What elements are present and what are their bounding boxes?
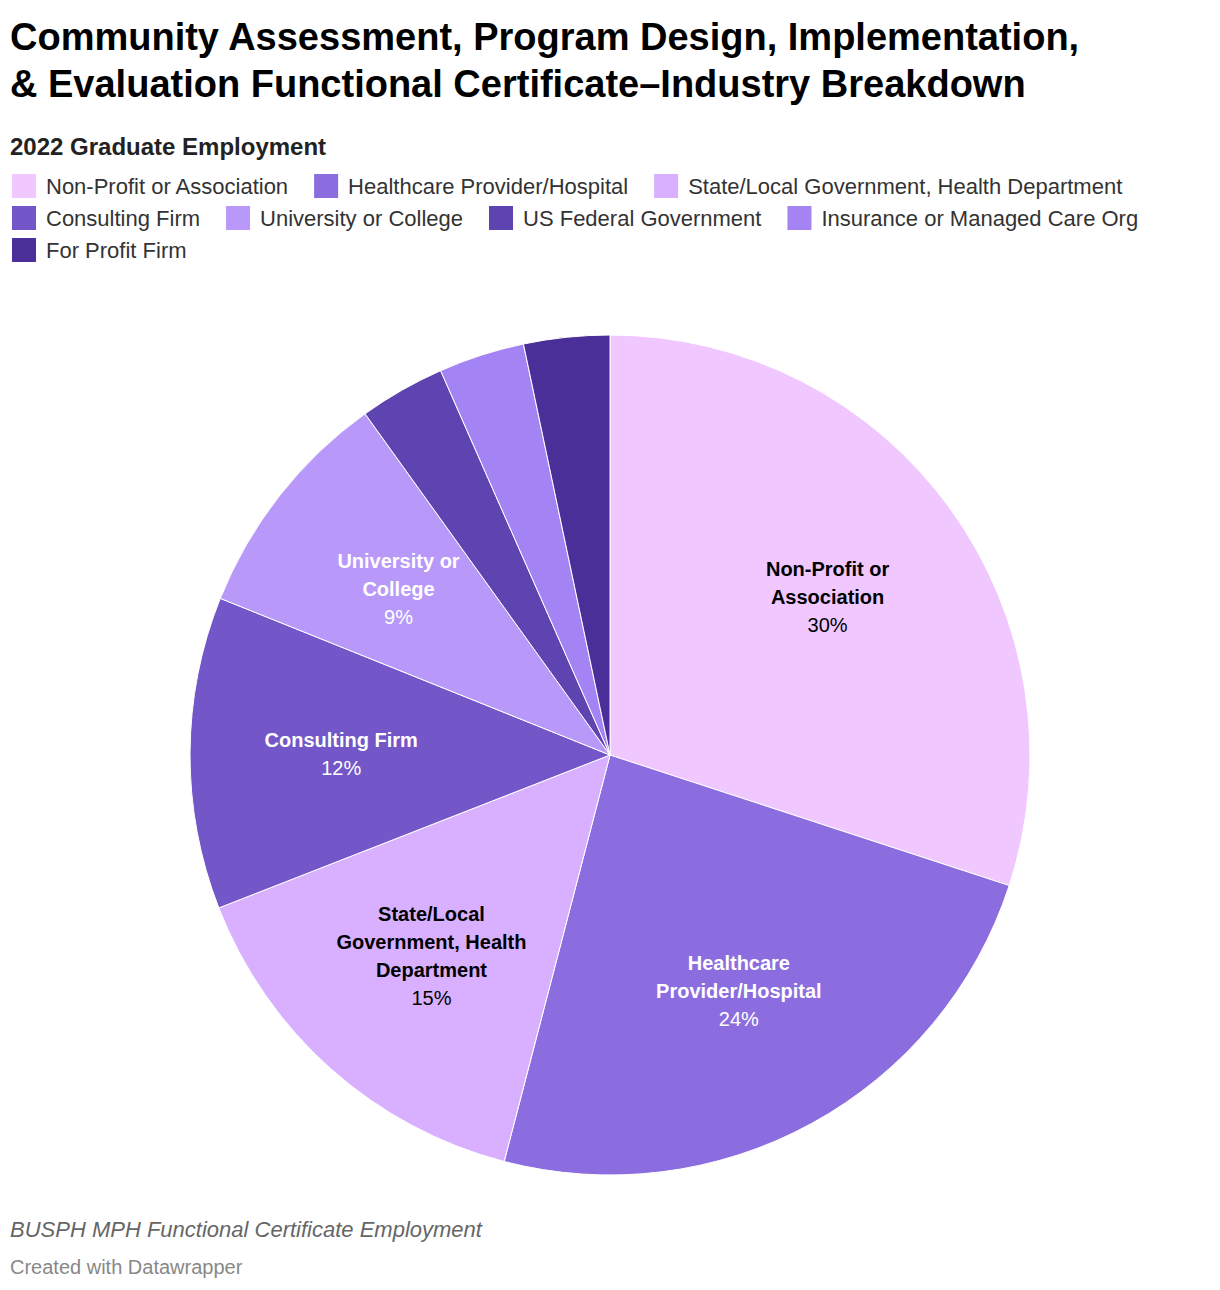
legend-swatch xyxy=(12,174,36,198)
legend-label: US Federal Government xyxy=(523,206,761,231)
title: Community Assessment, Program Design, Im… xyxy=(10,16,1079,58)
slice-label: University or College xyxy=(337,550,459,600)
slice-label-line: Healthcare xyxy=(688,952,790,974)
slice-value-label: 12% xyxy=(321,757,361,779)
legend-swatch xyxy=(314,174,338,198)
slice-label-line: Association xyxy=(771,586,884,608)
legend-item: For Profit Firm xyxy=(12,238,187,263)
slice-value-label: 30% xyxy=(808,614,848,636)
legend-swatch xyxy=(12,206,36,230)
slice-label-line: Non-Profit or xyxy=(766,558,890,580)
slice-label: Consulting Firm xyxy=(265,729,418,751)
subtitle: 2022 Graduate Employment xyxy=(10,133,326,160)
slice-label-line: Government, Health xyxy=(336,931,526,953)
legend-item: University or College xyxy=(226,206,463,231)
legend: Non-Profit or Association Healthcare Prov… xyxy=(12,174,1138,263)
legend-label: Consulting Firm xyxy=(46,206,200,231)
slice-label-line: College xyxy=(362,578,434,600)
legend-label: Healthcare Provider/Hospital xyxy=(348,174,628,199)
legend-item: US Federal Government xyxy=(489,206,761,231)
legend-item: Consulting Firm xyxy=(12,206,200,231)
legend-item: Insurance or Managed Care Org xyxy=(787,206,1138,231)
legend-item: Healthcare Provider/Hospital xyxy=(314,174,628,199)
legend-label: For Profit Firm xyxy=(46,238,187,263)
slice-label: Healthcare Provider/Hospital xyxy=(656,952,822,1002)
legend-swatch xyxy=(787,206,811,230)
legend-swatch xyxy=(654,174,678,198)
legend-swatch xyxy=(226,206,250,230)
slice-label-line: State/Local xyxy=(378,903,485,925)
slice-value-label: 9% xyxy=(384,606,413,628)
legend-label: State/Local Government, Health Departmen… xyxy=(688,174,1122,199)
legend-label: Insurance or Managed Care Org xyxy=(821,206,1138,231)
legend-label: University or College xyxy=(260,206,463,231)
slice-value-label: 15% xyxy=(411,987,451,1009)
source: BUSPH MPH Functional Certificate Employm… xyxy=(10,1217,483,1242)
slice-label: State/Local Government, Health Department xyxy=(336,903,526,981)
slice-label: Non-Profit or Association xyxy=(766,558,890,608)
legend-label: Non-Profit or Association xyxy=(46,174,288,199)
slice-label-line: Department xyxy=(376,959,487,981)
slice-value-label: 24% xyxy=(719,1008,759,1030)
slice-label-line: Consulting Firm xyxy=(265,729,418,751)
pie: Non-Profit or Association 30% Healthcare Pro… xyxy=(190,335,1030,1175)
credit: Created with Datawrapper xyxy=(10,1256,243,1278)
slice xyxy=(523,335,610,755)
legend-item: State/Local Government, Health Departmen… xyxy=(654,174,1122,199)
data-labels: Non-Profit or Association 30% Healthcare Pro… xyxy=(265,550,890,1030)
slice-label-line: University or xyxy=(337,550,459,572)
chart: Community Assessment, Program Design, Im… xyxy=(0,0,1220,1290)
slice-label-line: Provider/Hospital xyxy=(656,980,822,1002)
slices xyxy=(190,335,1030,1175)
legend-swatch xyxy=(489,206,513,230)
legend-item: Non-Profit or Association xyxy=(12,174,288,199)
title: & Evaluation Functional Certificate–Indu… xyxy=(10,63,1026,105)
legend-swatch xyxy=(12,238,36,262)
